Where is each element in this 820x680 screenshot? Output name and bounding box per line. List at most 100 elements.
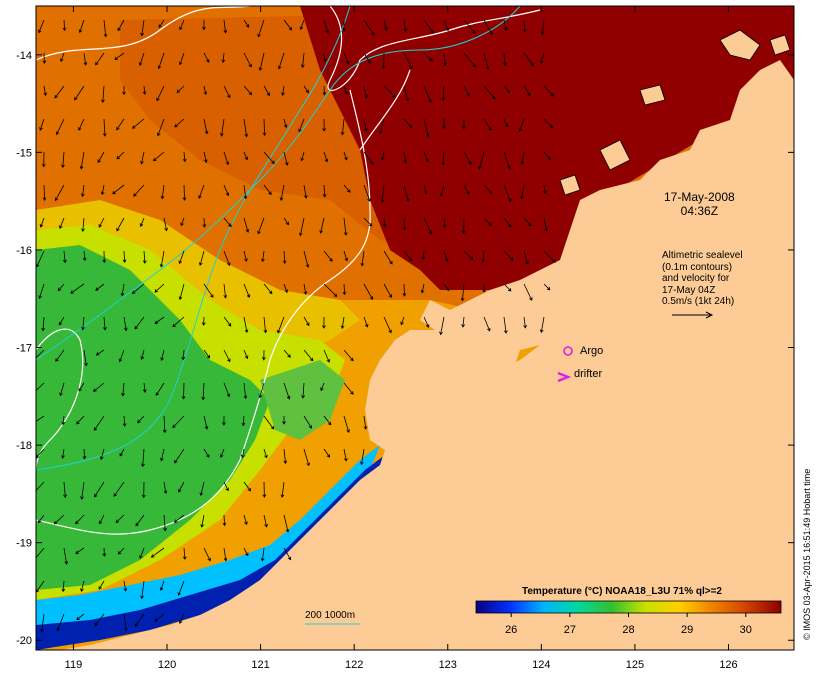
velocity-arrow [61, 415, 66, 426]
colorbar-ticks: 26 27 28 29 30 [505, 613, 752, 636]
velocity-arrow [300, 151, 305, 162]
x-tick-label: 122 [345, 659, 363, 671]
velocity-arrow [520, 184, 525, 200]
y-tick-label: -15 [16, 147, 32, 159]
y-tick-label: -19 [16, 538, 32, 550]
velocity-arrow [443, 19, 450, 32]
velocity-arrow [303, 349, 314, 362]
velocity-arrow [283, 349, 291, 358]
velocity-arrow [179, 19, 185, 31]
velocity-arrow [243, 217, 250, 233]
velocity-arrow [38, 283, 45, 300]
colorbar-title: Temperature (°C) NOAA18_L3U 71% ql>=2 [522, 586, 722, 597]
velocity-arrow [363, 184, 371, 202]
velocity-arrow [360, 448, 365, 466]
velocity-arrow [223, 250, 231, 267]
velocity-arrow [402, 217, 407, 231]
velocity-arrow [142, 85, 147, 95]
velocity-arrow [523, 316, 527, 329]
velocity-arrow [178, 250, 185, 265]
velocity-arrow [80, 580, 85, 592]
velocity-arrow [142, 382, 147, 393]
velocity-arrow [223, 85, 231, 99]
velocity-arrow [62, 19, 67, 32]
velocity-arrow [503, 250, 514, 261]
green-sea-region [36, 245, 270, 590]
date-line-1: 17-May-2008 [664, 190, 735, 204]
velocity-arrow [503, 316, 508, 334]
colorbar-tick-label: 26 [505, 624, 517, 636]
velocity-arrow [75, 547, 85, 554]
velocity-arrow [243, 283, 251, 299]
velocity-arrow [478, 151, 485, 170]
land-mass [60, 60, 794, 650]
velocity-arrow [95, 349, 105, 356]
info-line-3: and velocity for [662, 273, 730, 284]
velocity-arrow [182, 547, 187, 560]
hot-sea-region [300, 6, 794, 290]
velocity-arrow [135, 514, 145, 527]
date-label: 17-May-2008 04:36Z [664, 190, 735, 218]
velocity-scale-arrow [672, 311, 714, 319]
velocity-arrow [263, 283, 273, 295]
velocity-arrow [383, 250, 393, 265]
velocity-arrow [441, 151, 446, 166]
velocity-arrow [203, 283, 214, 298]
velocity-arrow [203, 85, 208, 96]
velocity-arrow [243, 349, 249, 360]
velocity-arrow [157, 52, 165, 70]
y-tick-label: -18 [16, 440, 32, 452]
velocity-arrow [462, 118, 466, 130]
velocity-arrow [75, 514, 85, 525]
velocity-arrow [343, 349, 354, 362]
velocity-arrow [121, 382, 125, 397]
info-line-1: Altimetric sealevel [662, 250, 743, 261]
velocity-arrow [543, 85, 555, 97]
velocity-arrow [503, 184, 512, 203]
velocity-arrow [203, 415, 209, 430]
velocity-arrow [61, 448, 65, 459]
velocity-arrow [157, 118, 165, 137]
velocity-arrow [323, 283, 338, 297]
velocity-arrow [243, 316, 249, 334]
velocity-arrow [103, 19, 108, 38]
velocity-arrow [95, 52, 105, 66]
velocity-arrow [80, 481, 85, 500]
velocity-arrow [83, 52, 88, 66]
velocity-arrow [280, 481, 285, 498]
velocity-arrow [243, 184, 248, 200]
velocity-arrow [378, 118, 385, 135]
velocity-arrow [443, 283, 450, 292]
velocity-arrow [220, 118, 225, 137]
velocity-arrow [98, 580, 105, 590]
velocity-arrow [150, 547, 165, 558]
x-tick-label: 126 [719, 659, 737, 671]
velocity-arrow [95, 283, 105, 291]
velocity-arrow [94, 613, 105, 627]
velocity-arrow [263, 514, 268, 528]
velocity-arrow [154, 613, 165, 622]
velocity-arrow [222, 415, 226, 426]
velocity-arrow [483, 217, 492, 226]
velocity-arrow [400, 316, 405, 326]
isobath-lines [36, 6, 521, 471]
velocity-arrow [403, 151, 408, 164]
velocity-arrow [423, 118, 430, 138]
velocity-arrow [158, 19, 165, 28]
velocity-arrow [152, 151, 165, 162]
velocity-arrow [36, 415, 45, 422]
velocity-arrow [283, 217, 289, 226]
velocity-arrow [403, 85, 410, 102]
velocity-arrow [123, 580, 128, 592]
velocity-arrow [141, 448, 145, 468]
green-sea-patch-2 [260, 360, 345, 440]
velocity-arrow [102, 547, 107, 557]
velocity-arrow [441, 85, 446, 102]
velocity-arrow [423, 217, 433, 235]
velocity-arrow [261, 250, 265, 263]
x-tick-label: 119 [65, 659, 83, 671]
velocity-arrow [154, 283, 165, 293]
velocity-arrow [42, 52, 47, 64]
velocity-arrow [99, 448, 105, 461]
velocity-arrow [101, 85, 105, 104]
